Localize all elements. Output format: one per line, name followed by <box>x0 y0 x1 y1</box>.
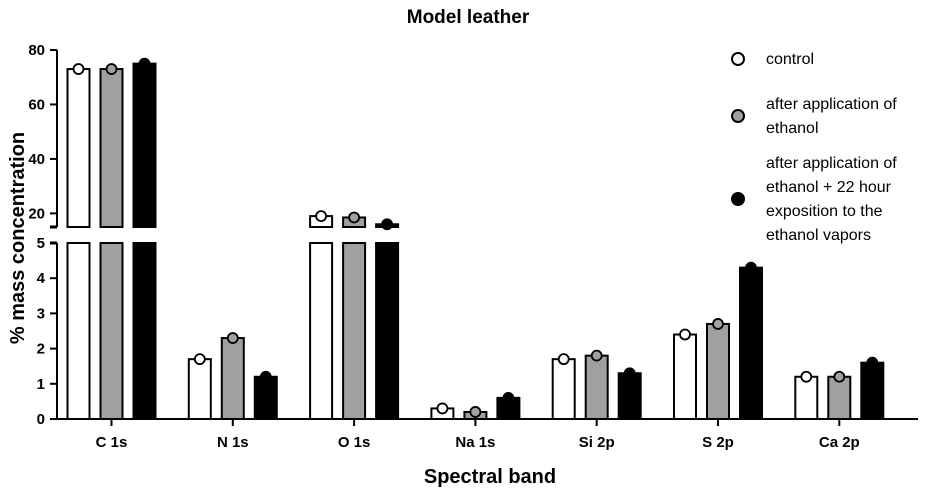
y-tick-label: 5 <box>37 235 45 252</box>
x-tick-label: Si 2p <box>579 434 615 451</box>
point-Ca2p-s2 <box>866 356 879 369</box>
bar-S2p-s0 <box>673 333 697 420</box>
x-tick-label: O 1s <box>338 434 371 451</box>
y-tick-label: 1 <box>37 376 45 393</box>
y-axis-label: % mass concentration <box>7 132 29 344</box>
legend-marker-s0 <box>731 52 745 66</box>
bar-Ca2p-s1 <box>827 375 852 421</box>
y-axis-ticks: 0 1 2 3 4 5 20 40 60 80 <box>28 42 918 428</box>
x-tick-label: N 1s <box>217 434 249 451</box>
point-N1s-s0 <box>193 353 206 366</box>
bar-Si2p-s1 <box>584 354 609 421</box>
point-Si2p-s1 <box>590 349 603 362</box>
y-tick-label: 80 <box>28 42 45 59</box>
point-N1s-s1 <box>226 332 239 344</box>
x-tick-label: C 1s <box>96 434 128 451</box>
bar-C1s-s1-upper <box>99 68 124 228</box>
point-C1s-s2 <box>138 57 151 70</box>
y-tick-label: 20 <box>28 205 45 222</box>
x-axis-ticks: C 1s N 1s O 1s Na 1s Si 2p S 2p Ca 2p <box>96 419 860 451</box>
point-Na1s-s2 <box>502 391 515 404</box>
bar-S2p-s1 <box>706 322 730 420</box>
point-C1s-s1 <box>105 63 118 75</box>
point-S2p-s0 <box>679 328 691 341</box>
bar-S2p-s2 <box>739 266 763 421</box>
bar-O1s-s2-lower <box>375 242 400 420</box>
point-C1s-s0 <box>72 63 85 75</box>
bar-N1s-s0 <box>187 358 212 421</box>
point-Na1s-s0 <box>436 402 449 415</box>
chart-title: Model leather <box>407 7 530 28</box>
legend-label-s1: after application of ethanol <box>766 96 897 137</box>
y-tick-label: 2 <box>37 341 45 358</box>
legend-label-s0: control <box>766 51 814 68</box>
point-Ca2p-s1 <box>833 370 846 383</box>
y-tick-label: 40 <box>28 151 45 168</box>
point-O1s-s0 <box>315 210 328 223</box>
bar-Ca2p-s2 <box>860 361 885 420</box>
bar-O1s-s1-lower <box>342 242 367 420</box>
bar-C1s-s0-lower <box>66 242 91 420</box>
y-tick-label: 60 <box>28 96 45 113</box>
point-Si2p-s2 <box>623 367 636 380</box>
point-Na1s-s1 <box>469 406 482 418</box>
x-tick-label: S 2p <box>702 434 734 451</box>
bar-O1s-s0-lower <box>309 242 334 420</box>
point-N1s-s2 <box>259 370 272 383</box>
point-S2p-s1 <box>712 318 724 330</box>
point-O1s-s1 <box>348 211 361 224</box>
plot-area <box>66 57 885 421</box>
point-S2p-s2 <box>745 261 757 274</box>
legend-marker-s2 <box>731 192 745 206</box>
bar-Ca2p-s0 <box>794 375 819 421</box>
bar-N1s-s2 <box>253 375 278 421</box>
y-tick-label: 3 <box>37 305 45 322</box>
x-tick-label: Na 1s <box>455 434 495 451</box>
y-tick-label: 4 <box>37 270 46 287</box>
legend: control after application of ethanol after … <box>731 51 897 244</box>
x-axis-label: Spectral band <box>424 466 556 488</box>
bar-Si2p-s0 <box>551 358 576 421</box>
bar-C1s-s2-upper <box>132 62 157 228</box>
bar-C1s-s2-lower <box>132 242 157 420</box>
bar-Si2p-s2 <box>617 372 642 420</box>
y-tick-label: 0 <box>37 411 45 428</box>
legend-label-s2: after application of ethanol + 22 hour exp… <box>766 155 897 244</box>
bar-C1s-s1-lower <box>99 242 124 420</box>
bar-N1s-s1 <box>220 337 245 421</box>
x-tick-label: Ca 2p <box>819 434 860 451</box>
legend-marker-s1 <box>731 109 745 123</box>
point-O1s-s2 <box>381 218 394 231</box>
bar-C1s-s0-upper <box>66 68 91 228</box>
point-Si2p-s0 <box>557 353 570 366</box>
point-Ca2p-s0 <box>800 370 813 383</box>
